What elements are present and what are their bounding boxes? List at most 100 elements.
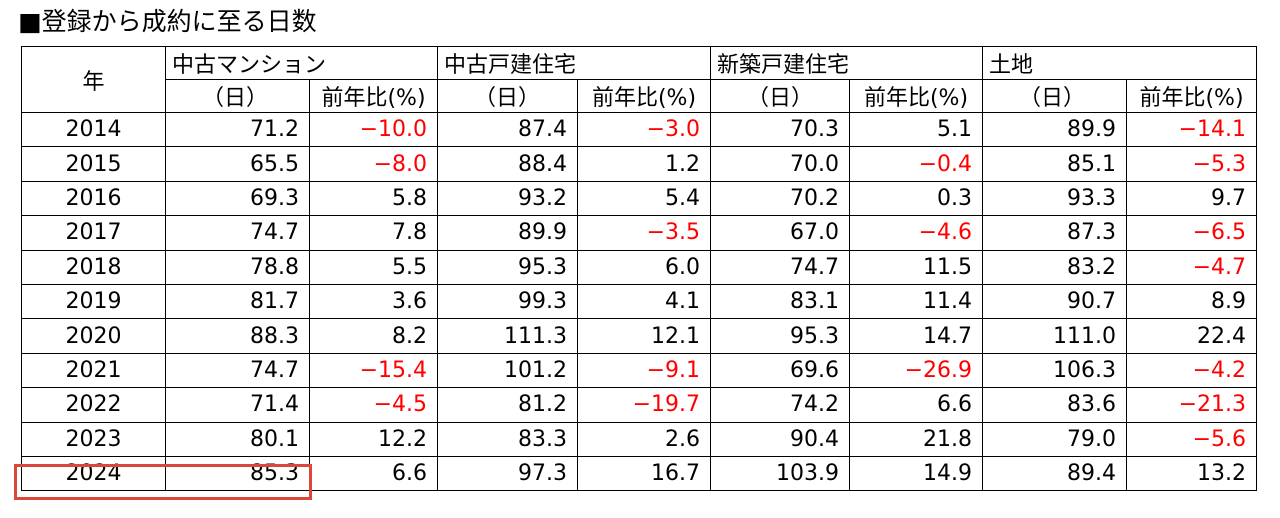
yoy-cell: 6.6 [849, 387, 983, 423]
days-cell: 69.6 [710, 352, 850, 389]
yoy-cell: −26.9 [849, 352, 983, 389]
yoy-cell: −10.0 [309, 111, 438, 148]
days-cell: 69.3 [165, 180, 310, 217]
yoy-cell: 0.3 [849, 180, 983, 217]
year-cell: 2017 [21, 215, 166, 251]
days-cell: 74.7 [165, 215, 310, 251]
days-cell: 70.2 [710, 180, 850, 217]
days-cell: 90.4 [710, 421, 850, 457]
year-cell: 2022 [21, 387, 166, 423]
yoy-cell: 21.8 [849, 421, 983, 457]
yoy-cell: 5.8 [309, 180, 438, 217]
subheader-days: （日） [710, 79, 850, 113]
days-cell: 85.1 [982, 146, 1127, 182]
yoy-cell: −4.6 [849, 215, 983, 251]
days-cell: 93.3 [982, 180, 1127, 217]
yoy-cell: 5.1 [849, 111, 983, 148]
yoy-cell: −4.7 [1126, 249, 1257, 285]
table-row: 2024 85.3 6.6 97.3 16.7 103.9 14.9 89.4 13.2 [21, 455, 1257, 492]
year-cell: 2014 [21, 111, 166, 148]
days-cell: 93.2 [437, 180, 578, 217]
yoy-cell: 5.5 [309, 249, 438, 285]
days-cell: 71.2 [165, 111, 310, 148]
subheader-days: （日） [437, 79, 578, 113]
yoy-cell: 6.6 [309, 455, 438, 492]
yoy-cell: −0.4 [849, 146, 983, 182]
days-cell: 83.1 [710, 283, 850, 320]
yoy-cell: 5.4 [577, 180, 711, 217]
header-row-subheaders: （日） 前年比(%) （日） 前年比(%) （日） 前年比(%) （日） 前年比… [22, 79, 1257, 113]
table-row: 2020 88.3 8.2 111.3 12.1 95.3 14.7 111.0 22.4 [21, 318, 1257, 354]
yoy-cell: −4.2 [1126, 352, 1257, 389]
days-cell: 103.9 [710, 455, 850, 492]
days-cell: 90.7 [982, 283, 1127, 320]
yoy-cell: 22.4 [1126, 318, 1257, 354]
days-cell: 81.7 [165, 283, 310, 320]
days-cell: 89.4 [982, 455, 1127, 492]
year-cell: 2023 [21, 421, 166, 457]
yoy-cell: −5.6 [1126, 421, 1257, 457]
yoy-cell: −3.0 [577, 111, 711, 148]
yoy-cell: 7.8 [309, 215, 438, 251]
yoy-cell: 14.7 [849, 318, 983, 354]
header-row-categories: 年 中古マンション 中古戸建住宅 新築戸建住宅 土地 [21, 46, 1257, 113]
yoy-cell: 14.9 [849, 455, 983, 492]
table-row: 2021 74.7 −15.4 101.2 −9.1 69.6 −26.9 106.3 −4.2 [21, 352, 1257, 389]
yoy-cell: 3.6 [309, 283, 438, 320]
subheader-yoy: 前年比(%) [849, 79, 983, 113]
table-row: 2016 69.3 5.8 93.2 5.4 70.2 0.3 93.3 9.7 [21, 180, 1257, 217]
year-cell: 2015 [21, 146, 166, 182]
days-cell: 111.0 [982, 318, 1127, 354]
days-cell: 67.0 [710, 215, 850, 251]
subheader-yoy: 前年比(%) [577, 79, 711, 113]
subheader-days: （日） [165, 79, 310, 113]
days-cell: 83.2 [982, 249, 1127, 285]
yoy-cell: 13.2 [1126, 455, 1257, 492]
table-title: ■登録から成約に至る日数 [18, 7, 317, 36]
days-cell: 70.3 [710, 111, 850, 148]
days-cell: 95.3 [710, 318, 850, 354]
days-cell: 71.4 [165, 387, 310, 423]
year-cell: 2021 [21, 352, 166, 389]
yoy-cell: 1.2 [577, 146, 711, 182]
yoy-cell: 11.5 [849, 249, 983, 285]
days-cell: 95.3 [437, 249, 578, 285]
yoy-cell: 16.7 [577, 455, 711, 492]
table-row: 2015 65.5 −8.0 88.4 1.2 70.0 −0.4 85.1 −5.3 [21, 146, 1257, 182]
yoy-cell: −3.5 [577, 215, 711, 251]
yoy-cell: 6.0 [577, 249, 711, 285]
days-cell: 97.3 [437, 455, 578, 492]
year-cell: 2019 [21, 283, 166, 320]
days-cell: 88.3 [165, 318, 310, 354]
days-cell: 81.2 [437, 387, 578, 423]
days-cell: 89.9 [982, 111, 1127, 148]
category-header-used-house: 中古戸建住宅 [437, 46, 711, 80]
yoy-cell: −8.0 [309, 146, 438, 182]
days-to-contract-table: 年 中古マンション 中古戸建住宅 新築戸建住宅 土地 （日） 前年比(%) （日… [21, 46, 1257, 492]
table-row: 2023 80.1 12.2 83.3 2.6 90.4 21.8 79.0 −5.6 [21, 421, 1257, 457]
category-header-land: 土地 [982, 46, 1257, 80]
category-header-used-condo: 中古マンション [165, 46, 438, 80]
yoy-cell: −5.3 [1126, 146, 1257, 182]
days-cell: 83.6 [982, 387, 1127, 423]
year-cell: 2024 [21, 455, 166, 492]
yoy-cell: 2.6 [577, 421, 711, 457]
days-cell: 74.7 [165, 352, 310, 389]
days-cell: 78.8 [165, 249, 310, 285]
subheader-days: （日） [982, 79, 1127, 113]
yoy-cell: 12.1 [577, 318, 711, 354]
days-cell: 74.2 [710, 387, 850, 423]
yoy-cell: −6.5 [1126, 215, 1257, 251]
days-cell: 85.3 [165, 455, 310, 492]
table-row: 2018 78.8 5.5 95.3 6.0 74.7 11.5 83.2 −4.7 [21, 249, 1257, 285]
table-row: 2017 74.7 7.8 89.9 −3.5 67.0 −4.6 87.3 −6.5 [21, 215, 1257, 251]
subheader-yoy: 前年比(%) [1126, 79, 1257, 113]
subheader-yoy: 前年比(%) [309, 79, 438, 113]
yoy-cell: 11.4 [849, 283, 983, 320]
yoy-cell: −15.4 [309, 352, 438, 389]
days-cell: 83.3 [437, 421, 578, 457]
table-body: 2014 71.2 −10.0 87.4 −3.0 70.3 5.1 89.9 −14.1 201… [21, 111, 1257, 492]
days-cell: 87.3 [982, 215, 1127, 251]
table-row: 2019 81.7 3.6 99.3 4.1 83.1 11.4 90.7 8.9 [21, 283, 1257, 320]
yoy-cell: −9.1 [577, 352, 711, 389]
